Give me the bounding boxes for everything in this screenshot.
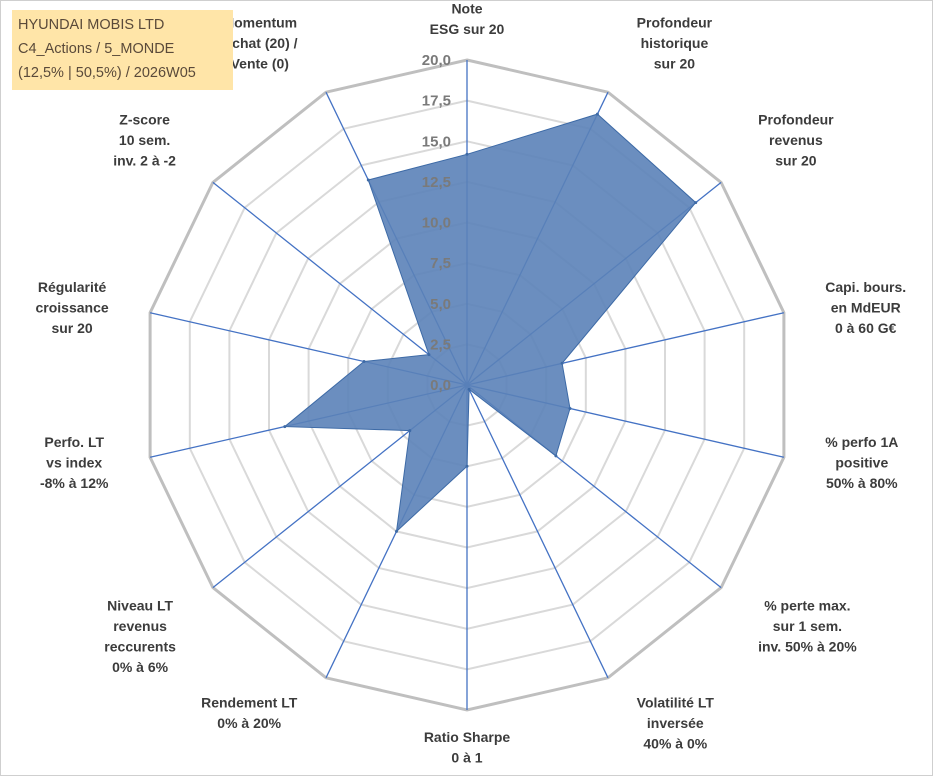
axis-label-line: Perfo. LT: [44, 434, 104, 450]
tick-label: 17,5: [422, 93, 451, 110]
axis-label-line: 0 à 60 G€: [835, 320, 897, 336]
axis-label-line: croissance: [36, 299, 109, 315]
data-point: [362, 360, 366, 363]
axis-label-line: Vente (0): [231, 56, 289, 72]
axis-label-line: Rendement LT: [201, 694, 298, 710]
axis-label-line: ESG sur 20: [430, 21, 505, 37]
axis-label-line: 0% à 20%: [217, 715, 281, 731]
axis-label-line: historique: [641, 35, 709, 51]
axis-label: Profondeur revenus sur 20: [758, 111, 834, 168]
axis-label-line: % perfo 1A: [825, 434, 898, 450]
tick-label: 5,0: [430, 296, 451, 313]
data-point: [395, 529, 398, 533]
data-point: [408, 429, 412, 433]
axis-label: Perfo. LT vs index -8% à 12%: [40, 434, 109, 491]
axis-label-line: Profondeur: [637, 15, 713, 31]
axis-label: Rendement LT 0% à 20%: [201, 694, 298, 731]
radar-tick-labels: 0,0 2,5 5,0 7,5 10,0 12,5 15,0 17,5 20,0: [422, 52, 451, 394]
axis-label-line: 0% à 6%: [112, 659, 169, 675]
company-name: HYUNDAI MOBIS LTD: [18, 17, 165, 33]
axis-label: % perfo 1A positive 50% à 80%: [825, 434, 898, 491]
axis-label: % perte max. sur 1 sem. inv. 50% à 20%: [758, 598, 857, 655]
axis-label-line: inv. 2 à -2: [113, 152, 176, 168]
axis-label: Note ESG sur 20: [430, 1, 505, 38]
axis-label-line: inv. 50% à 20%: [758, 639, 857, 655]
portfolio-category: C4_Actions / 5_MONDE: [18, 41, 175, 57]
data-point: [560, 361, 564, 365]
axis-label-line: 40% à 0%: [643, 735, 707, 751]
axis-label-line: Régularité: [38, 279, 107, 295]
axis-label: Z-score 10 sem. inv. 2 à -2: [113, 111, 176, 168]
axis-label-line: Note: [451, 1, 482, 17]
radar-axis-labels: Note ESG sur 20 Profondeur historique sur 20…: [36, 1, 907, 766]
tick-label: 12,5: [422, 174, 451, 191]
axis-label: Volatilité LT inversée 40% à 0%: [637, 694, 715, 751]
data-point: [366, 178, 370, 182]
axis-label-line: sur 1 sem.: [773, 618, 842, 634]
data-point: [595, 112, 599, 116]
axis-label-line: % perte max.: [764, 598, 850, 614]
axis-label-line: revenus: [769, 132, 823, 148]
axis-label-line: 10 sem.: [119, 132, 170, 148]
score-period: (12,5% | 50,5%) / 2026W05: [18, 65, 196, 81]
data-point: [554, 454, 558, 458]
axis-label: Régularité croissance sur 20: [36, 279, 109, 336]
axis-label-line: sur 20: [775, 152, 816, 168]
tick-label: 10,0: [422, 215, 451, 232]
axis-label: Profondeur historique sur 20: [637, 15, 713, 72]
axis-spoke: [466, 384, 609, 679]
data-point: [465, 152, 469, 156]
axis-label-line: sur 20: [51, 320, 92, 336]
data-point: [568, 407, 572, 410]
data-point: [467, 387, 471, 391]
axis-label-line: positive: [835, 455, 888, 471]
axis-label-line: inversée: [647, 715, 704, 731]
axis-label: Momentum Achat (20) / Vente (0): [222, 15, 298, 72]
axis-spoke: [212, 181, 468, 386]
tick-label: 2,5: [430, 336, 451, 353]
axis-label-line: -8% à 12%: [40, 475, 109, 491]
axis-label-line: Volatilité LT: [637, 694, 715, 710]
axis-label-line: Niveau LT: [107, 598, 173, 614]
axis-label-line: Z-score: [119, 111, 170, 127]
axis-label-line: Capi. bours.: [825, 279, 906, 295]
data-point: [465, 464, 469, 468]
axis-label-line: 0 à 1: [451, 750, 482, 766]
axis-label-line: Achat (20) /: [222, 35, 298, 51]
axis-label-line: Momentum: [222, 15, 297, 31]
axis-label-line: 50% à 80%: [826, 475, 898, 491]
axis-label: Niveau LT revenus reccurents 0% à 6%: [104, 598, 176, 676]
tick-label: 15,0: [422, 133, 451, 150]
data-point: [427, 353, 431, 357]
data-point: [283, 425, 287, 429]
axis-label-line: vs index: [46, 455, 102, 471]
axis-label: Ratio Sharpe 0 à 1: [424, 729, 511, 766]
axis-label-line: sur 20: [654, 56, 695, 72]
axis-label-line: Profondeur: [758, 111, 834, 127]
data-point: [694, 201, 698, 205]
tick-label: 20,0: [422, 52, 451, 69]
axis-label-line: en MdEUR: [831, 299, 901, 315]
axis-label-line: Ratio Sharpe: [424, 729, 511, 745]
title-box: HYUNDAI MOBIS LTD C4_Actions / 5_MONDE (…: [12, 10, 233, 90]
axis-label: Capi. bours. en MdEUR 0 à 60 G€: [825, 279, 906, 336]
axis-label-line: reccurents: [104, 639, 176, 655]
radar-series: [283, 112, 698, 533]
tick-label: 0,0: [430, 377, 451, 394]
axis-label-line: revenus: [113, 618, 167, 634]
tick-label: 7,5: [430, 255, 451, 272]
